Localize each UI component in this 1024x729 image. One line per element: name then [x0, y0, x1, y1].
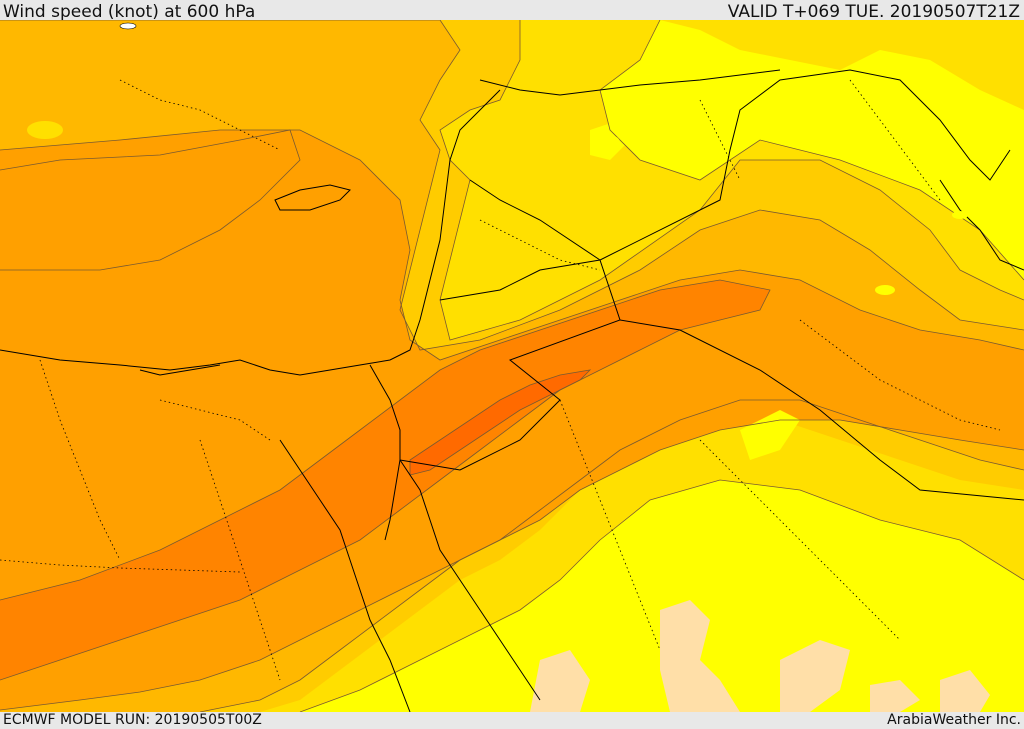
map-header: Wind speed (knot) at 600 hPa VALID T+069…: [0, 0, 1024, 22]
field-very-light-2: [530, 650, 590, 712]
valid-time: VALID T+069 TUE. 20190507T21Z: [727, 2, 1020, 22]
lake-1: [596, 135, 620, 149]
field-very-light-4: [870, 680, 920, 712]
country-borders: [0, 69, 1024, 712]
credit: ArabiaWeather Inc.: [887, 712, 1021, 728]
field-orange-dark: [410, 370, 590, 475]
map-title: Wind speed (knot) at 600 hPa: [3, 2, 256, 22]
field-very-light-3: [780, 640, 850, 712]
lake-2: [952, 211, 968, 219]
field-orange-light-west: [0, 130, 300, 270]
field-yellow-blob-2: [740, 410, 800, 460]
model-run: ECMWF MODEL RUN: 20190505T00Z: [3, 712, 262, 728]
lake-3: [875, 285, 895, 295]
field-very-light-5: [940, 670, 990, 712]
field-gold-north: [660, 20, 1024, 110]
map-footer: ECMWF MODEL RUN: 20190505T00Z ArabiaWeat…: [0, 712, 1024, 729]
province-lines: [0, 79, 1001, 681]
island-1: [119, 22, 137, 30]
contour-lines: [0, 20, 1024, 712]
wind-speed-map: [0, 20, 1024, 712]
field-very-light-1: [660, 600, 740, 712]
lake-4: [27, 121, 63, 139]
